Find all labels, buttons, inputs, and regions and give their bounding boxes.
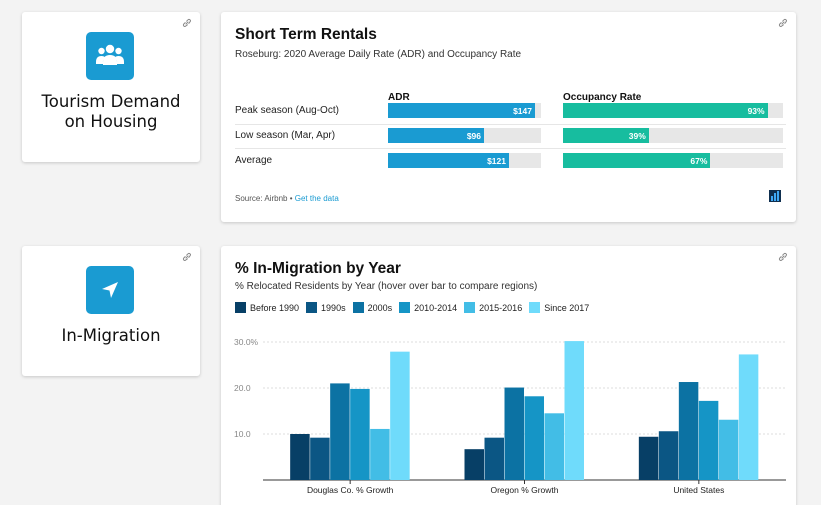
tourism-demand-tile[interactable]: Tourism Demand on Housing [22,12,200,162]
link-icon[interactable] [778,18,788,28]
legend-item[interactable]: 2015-2016 [464,302,522,313]
legend-item[interactable]: Since 2017 [529,302,589,313]
x-tick-label: Oregon % Growth [490,485,558,495]
y-tick-label: 20.0 [234,383,251,393]
rental-row-label: Average [235,155,273,166]
rental-row-label: Peak season (Aug-Oct) [235,105,339,116]
chart-bar[interactable] [370,428,390,480]
adr-bar: $147 [388,103,535,118]
row-divider [235,148,786,149]
adr-column-header: ADR [388,92,410,103]
occupancy-bar: 67% [563,153,711,168]
chart-bar[interactable] [638,436,659,480]
row-divider [235,124,786,125]
legend-label: Since 2017 [544,302,590,313]
link-icon[interactable] [778,252,788,262]
chart-legend: Before 1990 1990s 2000s 2010-2014 2015-2016 S… [235,302,589,313]
tourism-tile-title-line1: Tourism Demand [41,92,181,111]
chart-bar[interactable] [330,383,350,480]
migration-bar-chart: 10.0 20.0 30.0% Douglas Co. % Growth Oregon … [234,337,786,495]
occupancy-bar-track[interactable]: 93% [563,103,783,118]
occupancy-bar-track[interactable]: 67% [563,153,783,168]
chart-bar[interactable] [698,400,719,480]
legend-swatch [306,302,318,313]
in-migration-tile-title: In-Migration [61,326,161,345]
source-text: Source: Airbnb • [235,194,295,203]
chart-bar[interactable] [350,388,370,480]
adr-bar-track[interactable]: $121 [388,153,541,168]
users-icon [86,32,134,80]
rental-row-label: Low season (Mar, Apr) [235,130,336,141]
adr-bar-track[interactable]: $96 [388,128,541,143]
chart-bar[interactable] [718,419,739,480]
legend-swatch [399,302,411,313]
link-icon[interactable] [182,252,192,262]
legend-label: 2010-2014 [414,302,458,313]
chart-bar[interactable] [484,437,505,480]
legend-item[interactable]: 2000s [352,302,393,313]
x-tick-label: United States [673,485,724,495]
chart-bar[interactable] [310,437,330,480]
chart-bar[interactable] [290,434,310,480]
legend-item[interactable]: Before 1990 [235,302,299,313]
chart-bar[interactable] [390,351,410,480]
get-the-data-link[interactable]: Get the data [294,194,339,203]
chart-bar[interactable] [564,341,585,480]
occupancy-bar: 93% [563,103,768,118]
navigation-arrow-icon [86,266,134,314]
chart-bar[interactable] [678,382,699,480]
legend-label: Before 1990 [250,302,300,313]
chart-bar[interactable] [658,431,679,480]
occupancy-bar-track[interactable]: 39% [563,128,783,143]
tourism-tile-title-line2: on Housing [64,112,158,131]
tourism-tile-title: Tourism Demand on Housing [22,92,200,132]
rentals-title: Short Term Rentals [235,26,377,43]
legend-swatch [464,302,476,313]
occupancy-column-header: Occupancy Rate [563,92,642,103]
adr-bar: $96 [388,128,484,143]
legend-label: 2015-2016 [479,302,523,313]
chart-bar[interactable] [738,354,759,480]
legend-item[interactable]: 2010-2014 [399,302,457,313]
occupancy-bar: 39% [563,128,649,143]
in-migration-panel: % In-Migration by Year % Relocated Resid… [221,246,796,505]
legend-label: 2000s [367,302,393,313]
x-tick-label: Douglas Co. % Growth [307,485,394,495]
chart-bar[interactable] [464,449,485,480]
legend-swatch [352,302,364,313]
datawrapper-logo-icon[interactable] [769,190,781,202]
source-note: Source: Airbnb • Get the data [235,194,339,203]
chart-bar[interactable] [524,396,545,480]
adr-bar-track[interactable]: $147 [388,103,541,118]
legend-label: 1990s [321,302,346,313]
in-migration-tile[interactable]: In-Migration [22,246,200,376]
chart-bar[interactable] [544,413,565,480]
y-tick-label: 10.0 [234,429,251,439]
legend-swatch [235,302,246,313]
rentals-subtitle: Roseburg: 2020 Average Daily Rate (ADR) … [235,49,522,60]
legend-item[interactable]: 1990s [306,302,346,313]
legend-swatch [529,302,541,313]
short-term-rentals-panel: Short Term Rentals Roseburg: 2020 Averag… [221,12,796,222]
chart-bar[interactable] [504,387,525,480]
migration-subtitle: % Relocated Residents by Year (hover ove… [235,281,538,292]
migration-title: % In-Migration by Year [235,260,401,277]
y-tick-label: 30.0% [234,337,259,347]
link-icon[interactable] [182,18,192,28]
adr-bar: $121 [388,153,509,168]
